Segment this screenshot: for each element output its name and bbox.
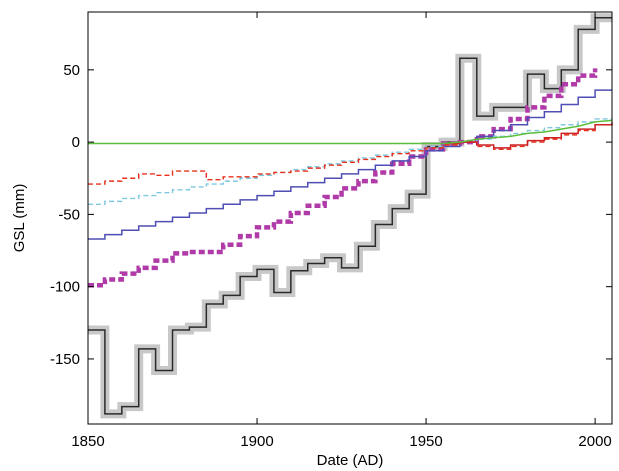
series-4-line [88, 121, 613, 185]
series-3-line [88, 118, 612, 205]
plot-frame [87, 11, 613, 425]
x-tick-label: 1900 [240, 433, 273, 450]
x-axis-label: Date (AD) [317, 452, 384, 469]
x-tick-label: 1950 [409, 433, 442, 450]
x-tick-label: 2000 [578, 433, 611, 450]
series-layer [88, 13, 613, 419]
series-5-line [442, 123, 613, 149]
y-tick-label: -150 [50, 351, 80, 368]
series-0-uncertainty-band [88, 13, 612, 419]
y-axis-label: GSL (mm) [11, 184, 28, 253]
tick-layer: 1850 1900 1950 2000 -150 -100 -50 0 50 [50, 12, 612, 450]
series-6-line [88, 119, 613, 145]
y-tick-label: 0 [72, 134, 80, 151]
x-tick-label: 1850 [71, 433, 104, 450]
series-2-line [88, 89, 612, 240]
y-tick-label: -100 [50, 279, 80, 296]
y-tick-label: -50 [58, 206, 80, 223]
y-tick-label: 50 [63, 62, 80, 79]
